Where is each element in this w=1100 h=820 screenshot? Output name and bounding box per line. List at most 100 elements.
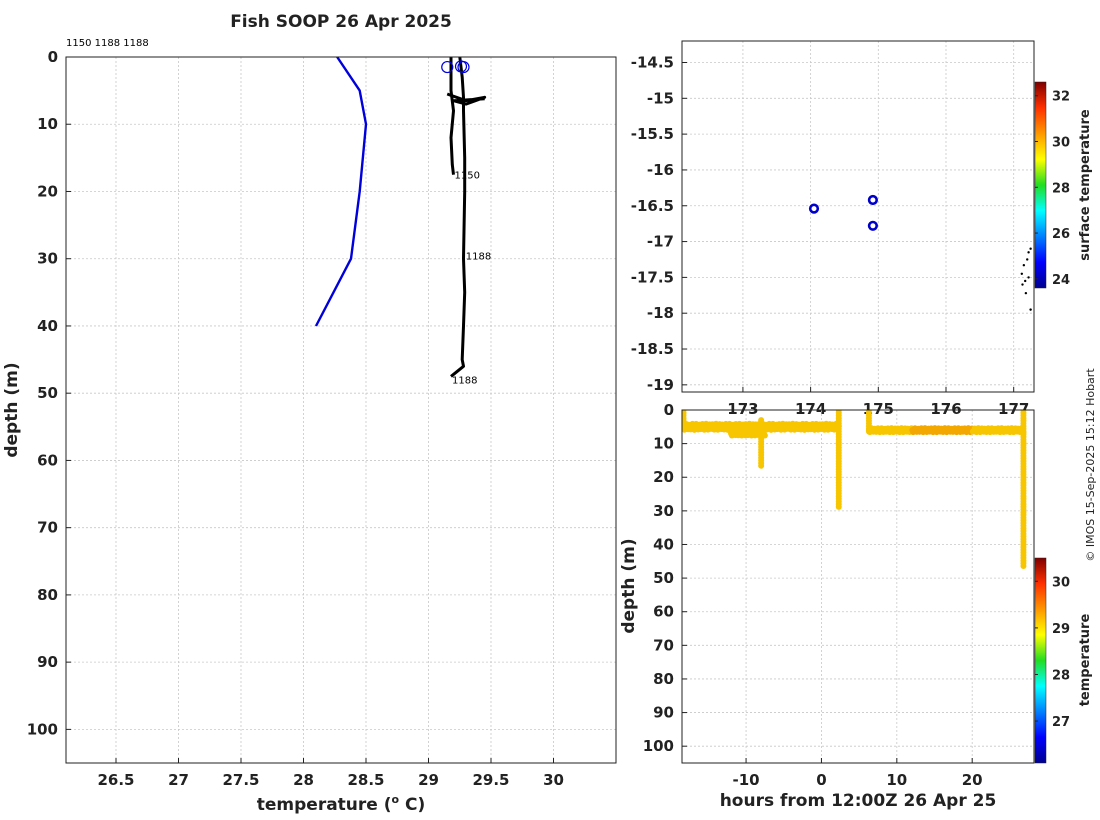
time-y-tick-label: 90 [653,704,674,722]
cast-observation-point [682,423,687,430]
profile-id-label: 1188 [466,251,491,262]
profile-y-tick-label: 70 [37,519,58,537]
surface-marker [457,60,470,74]
temperature-colorbar-ticks: 27 28 29 30 [1035,575,1070,730]
surface-colorbar-tick-label: 24 [1052,273,1070,288]
coastline-point [1027,276,1030,279]
profile-y-tick-label: 30 [37,250,58,268]
map-y-tick-label: -17.5 [631,268,674,286]
profile-frame [65,56,617,764]
coastline-point [1029,308,1032,311]
top-profile-ids: 1150 1188 1188 [66,38,149,49]
coastline-point [1021,283,1024,286]
map-x-tick-label: 176 [930,400,961,418]
profile-y-axis-label: depth (m) [2,362,22,457]
profile-y-tick-label: 90 [37,653,58,671]
measured-profile-line [450,56,467,378]
coastline-point [1027,251,1030,254]
time-x-tick-label: 20 [962,771,983,789]
time-y-tick-label: 60 [653,603,674,621]
profile-x-tick-label: 27 [168,771,189,789]
coastline-point [1023,279,1027,283]
time-points [682,410,1027,569]
map-grid [682,41,1034,392]
temperature-colorbar [1034,557,1047,764]
time-y-tick-label: 100 [643,737,674,755]
profile-series: 1150 1188 1188 [314,56,491,387]
coastline-point [1020,272,1024,276]
profile-y-ticks: 0 10 20 30 40 50 60 70 80 90 100 [27,48,71,738]
profile-x-tick-label: 28 [293,771,314,789]
cast-location-marker [808,203,820,214]
map-y-tick-label: -15.5 [631,125,674,143]
profile-x-tick-label: 30 [543,771,564,789]
cast-observation-point [835,503,842,510]
profile-y-tick-label: 50 [37,384,58,402]
surface-colorbar-ticks: 24 26 28 30 32 [1035,90,1070,288]
surface-marker [441,60,454,74]
map-y-tick-label: -15 [647,89,674,107]
time-y-ticks: 0 10 20 30 40 50 60 70 80 90 100 [643,401,687,755]
profile-x-ticks: 26.5 27 27.5 28 28.5 29 29.5 30 [97,758,564,789]
profile-x-tick-label: 29 [418,771,439,789]
temperature-colorbar-tick-label: 29 [1052,622,1070,637]
profile-y-tick-label: 40 [37,317,58,335]
time-frame [681,409,1035,764]
profile-y-tick-label: 10 [37,115,58,133]
coastline-point [1029,247,1032,250]
coastline-point [1024,291,1028,295]
temperature-colorbar-label: temperature [1078,614,1093,707]
profile-x-axis-label: temperature (o C) [257,793,426,815]
temperature-colorbar-tick-label: 27 [1052,715,1070,730]
figure-title: Fish SOOP 26 Apr 2025 [230,12,452,32]
time-x-tick-label: 0 [816,771,826,789]
time-y-tick-label: 50 [653,569,674,587]
map-y-tick-label: -17 [647,233,674,251]
profile-y-tick-label: 100 [27,720,58,738]
profile-id-label: 1188 [452,376,477,387]
map-points [808,194,1032,311]
profile-id-label: 1150 [455,171,480,182]
map-x-tick-label: 174 [795,400,826,418]
time-grid [682,409,1034,763]
coastline-point [1022,264,1026,267]
map-frame [681,40,1035,393]
time-y-tick-label: 40 [653,535,674,553]
map-y-tick-label: -14.5 [631,53,674,71]
surface-colorbar-tick-label: 28 [1052,181,1070,196]
cast-location-marker [867,220,878,231]
measured-profile-line [449,57,455,175]
cast-observation-point [865,428,872,435]
map-y-ticks: -14.5 -15 -15.5 -16 -16.5 -17 -17.5 -18 -18.5 -19 [631,53,687,394]
time-x-tick-label: -10 [733,771,760,789]
time-y-tick-label: 30 [653,502,674,520]
cast-observation-point [758,462,765,469]
profile-x-tick-label: 27.5 [222,771,259,789]
map-y-tick-label: -16.5 [631,197,674,215]
time-y-tick-label: 70 [653,636,674,654]
map-y-tick-label: -16 [647,161,674,179]
cast-location-marker [867,194,878,206]
profile-x-tick-label: 28.5 [347,771,384,789]
time-y-tick-label: 10 [653,435,674,453]
profile-panel: 1150 1188 1188 26.5 27 27.5 28 28.5 29 29.5 30 0 1… [2,48,617,815]
time-depth-panel: -10 0 10 20 0 10 20 30 40 50 60 70 80 90 100 hours fr… [619,401,1093,811]
time-y-tick-label: 0 [664,401,674,419]
time-y-axis-label: depth (m) [619,538,639,633]
time-x-ticks: -10 0 10 20 [733,758,983,789]
profile-y-tick-label: 20 [37,182,58,200]
time-y-tick-label: 20 [653,468,674,486]
temperature-colorbar-tick-label: 28 [1052,668,1070,683]
surface-temperature-colorbar [1034,81,1047,289]
coastline-point [1026,258,1029,261]
profile-x-tick-label: 29.5 [472,771,509,789]
profile-y-tick-label: 0 [48,48,58,66]
map-y-tick-label: -19 [647,376,674,394]
profile-y-tick-label: 60 [37,451,58,469]
profile-grid [66,56,616,763]
copyright-note: © IMOS 15-Sep-2025 15:12 Hobart [1084,368,1097,562]
temperature-colorbar-tick-label: 30 [1052,575,1070,590]
time-x-tick-label: 10 [886,771,907,789]
surface-colorbar-tick-label: 32 [1052,90,1070,105]
profile-x-tick-label: 26.5 [97,771,134,789]
